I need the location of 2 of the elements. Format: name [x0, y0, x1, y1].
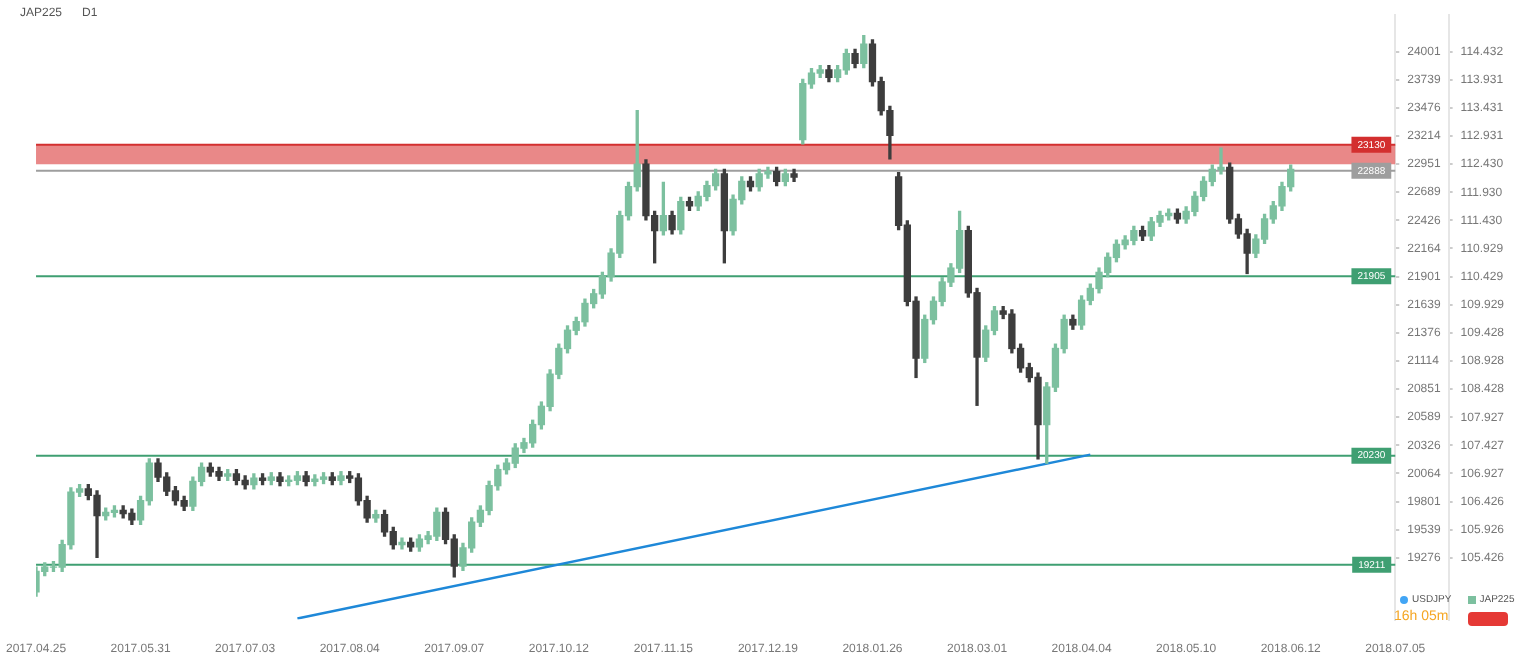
candlestick [311, 474, 319, 487]
candlestick [398, 537, 406, 550]
